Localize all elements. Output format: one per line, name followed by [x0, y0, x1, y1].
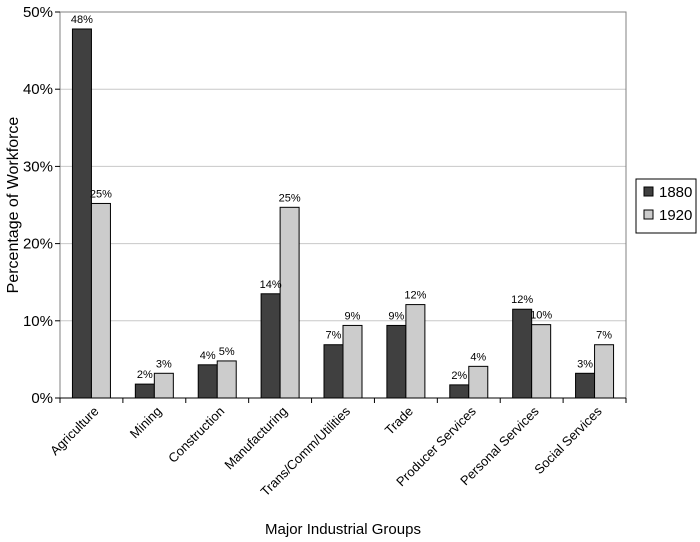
category-label-mining: Mining: [127, 404, 165, 442]
legend-label-1880: 1880: [659, 184, 692, 201]
bar-1880-construction: [197, 364, 218, 399]
bar-1920-trade: [405, 304, 426, 399]
bar-1920-agriculture: [90, 202, 111, 399]
data-label-1920-mining: 3%: [156, 358, 172, 370]
category-labels: Agriculture Mining ConstructionManufacturi…: [47, 398, 627, 499]
legend: 1880 1920: [635, 178, 697, 234]
data-label-1920-construction: 5%: [219, 346, 235, 358]
bars: [71, 28, 615, 399]
data-label-1880-trans-comm-utilities: 7%: [326, 330, 342, 342]
legend-label-1920: 1920: [659, 207, 692, 224]
bar-1920-construction: [216, 360, 237, 399]
y-tick-label: 50%: [23, 4, 53, 21]
bar-1880-mining: [134, 383, 155, 399]
data-label-1880-producer-services: 2%: [451, 370, 467, 382]
data-label-1920-personal-services: 10%: [530, 310, 552, 322]
gridlines: [60, 88, 626, 322]
legend-swatch-1920: [643, 209, 654, 220]
data-label-1880-mining: 2%: [137, 369, 153, 381]
data-label-1880-manufacturing: 14%: [260, 279, 282, 291]
bar-1880-social-services: [575, 372, 596, 399]
bar-1920-manufacturing: [279, 206, 300, 399]
y-tick-label: 30%: [23, 158, 53, 175]
y-tick-label: 10%: [23, 313, 53, 330]
category-label-manufacturing: Manufacturing: [221, 404, 290, 473]
bar-1880-trade: [386, 324, 407, 399]
data-label-1920-manufacturing: 25%: [279, 192, 301, 204]
data-label-1880-trade: 9%: [388, 310, 404, 322]
y-axis-ticks: 0% 10% 20% 30% 40% 50%: [23, 4, 60, 407]
bar-1920-trans-comm-utilities: [342, 324, 363, 399]
category-label-social-services: Social Services: [531, 403, 605, 477]
y-tick-label: 0%: [31, 390, 53, 407]
bar-1920-producer-services: [468, 365, 489, 399]
bar-1920-personal-services: [531, 324, 552, 399]
x-axis-title: Major Industrial Groups: [265, 521, 421, 538]
data-label-1920-producer-services: 4%: [470, 351, 486, 363]
bar-1880-manufacturing: [260, 293, 281, 399]
bar-1920-mining: [153, 372, 174, 399]
data-label-1880-personal-services: 12%: [511, 294, 533, 306]
data-label-1920-social-services: 7%: [596, 330, 612, 342]
category-label-construction: Construction: [165, 404, 227, 466]
category-label-trade: Trade: [382, 404, 416, 438]
legend-swatch-1880: [643, 186, 654, 197]
bar-1880-agriculture: [71, 28, 92, 399]
bar-1920-social-services: [594, 344, 615, 399]
data-label-1920-trade: 12%: [404, 290, 426, 302]
y-tick-label: 20%: [23, 236, 53, 253]
data-label-1880-construction: 4%: [200, 350, 216, 362]
data-label-1920-trans-comm-utilities: 9%: [345, 310, 361, 322]
data-label-1880-agriculture: 48%: [71, 14, 93, 26]
data-label-1880-social-services: 3%: [577, 358, 593, 370]
category-label-agriculture: Agriculture: [47, 404, 102, 459]
data-label-1920-agriculture: 25%: [90, 188, 112, 200]
y-tick-label: 40%: [23, 81, 53, 98]
y-axis-title: Percentage of Workforce: [5, 117, 22, 294]
bar-1880-producer-services: [449, 384, 470, 399]
bar-1880-personal-services: [512, 308, 533, 399]
bar-1880-trans-comm-utilities: [323, 344, 344, 399]
data-labels: 48%25%2%3%4% 5%14%25%7%9% 9%12%2%4%12%10%3…: [71, 14, 612, 382]
